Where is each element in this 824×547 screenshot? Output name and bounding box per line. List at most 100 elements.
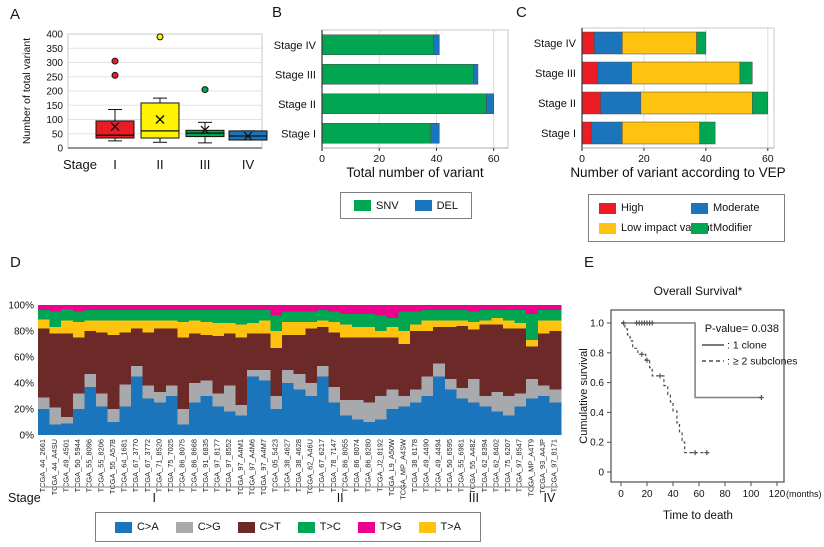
svg-text:Stage III: Stage III	[535, 68, 576, 80]
svg-text:TCGA_71_8520: TCGA_71_8520	[154, 439, 163, 492]
svg-text:0: 0	[598, 468, 604, 479]
svg-text:TCGA_55_A57B: TCGA_55_A57B	[108, 439, 117, 494]
svg-text:TCGA_44_A4SU: TCGA_44_A4SU	[50, 439, 59, 495]
svg-text:TCGA_J2_8192: TCGA_J2_8192	[375, 439, 384, 492]
legend-label: C>G	[197, 521, 221, 533]
svg-text:IV: IV	[543, 491, 555, 505]
svg-text:100: 100	[743, 489, 760, 500]
legend-label: C>T	[259, 521, 281, 533]
svg-text:Stage: Stage	[63, 157, 97, 172]
svg-text:: ≥ 2 subclones: : ≥ 2 subclones	[727, 356, 798, 368]
legend-item: DEL	[414, 199, 459, 212]
svg-text:III: III	[200, 157, 211, 172]
svg-text:TCGA_MP_A4SW: TCGA_MP_A4SW	[398, 439, 407, 500]
svg-text:III: III	[469, 491, 479, 505]
panel-e-label: E	[584, 254, 595, 271]
svg-text:TCGA_62_A46U: TCGA_62_A46U	[306, 439, 315, 494]
svg-text:TCGA_67_6217: TCGA_67_6217	[317, 439, 326, 492]
svg-text:60: 60	[488, 153, 500, 165]
svg-text:TCGA_97_A4M1: TCGA_97_A4M1	[236, 439, 245, 495]
svg-text:TCGA_97_A4M6: TCGA_97_A4M6	[247, 439, 256, 495]
svg-text:80%: 80%	[14, 327, 34, 338]
svg-text:TCGA_86_8280: TCGA_86_8280	[364, 439, 373, 492]
svg-text:TCGA_93_A4JP: TCGA_93_A4JP	[538, 439, 547, 494]
overall-survival-km-chart: Overall Survival* 0 0.2 0.4 0.6 0.8 1.0 0 20 40 60…	[578, 284, 822, 522]
svg-text:TCGA_86_8075: TCGA_86_8075	[178, 439, 187, 492]
legend-label: SNV	[375, 199, 399, 212]
svg-text:0: 0	[319, 153, 325, 165]
legend-label: T>G	[379, 521, 402, 533]
svg-text:TCGA_55_A48Z: TCGA_55_A48Z	[468, 439, 477, 494]
legend-item: C>A	[114, 521, 159, 533]
legend-swatch	[175, 521, 193, 533]
svg-text:TCGA_64_1681: TCGA_64_1681	[120, 439, 129, 492]
panel-b-label: B	[272, 4, 283, 21]
svg-text:200: 200	[46, 87, 63, 98]
legend-swatch	[691, 222, 708, 234]
svg-text:TCGA_38_4628: TCGA_38_4628	[294, 439, 303, 492]
boxplot-total-variant-chart: 0 50 100 150 200 250 300 350 400 Number of total …	[21, 30, 268, 172]
svg-text:II: II	[337, 491, 344, 505]
svg-text:Stage II: Stage II	[278, 99, 316, 111]
svg-text:P-value= 0.038: P-value= 0.038	[705, 323, 779, 335]
legend-swatch	[353, 200, 371, 211]
legend-mutation-types: C>A C>G C>T T>C T>G T>A	[95, 512, 481, 542]
svg-text:Stage IV: Stage IV	[534, 38, 577, 50]
svg-text:TCGA_62_8402: TCGA_62_8402	[491, 439, 500, 492]
svg-text:TCGA_49_4494: TCGA_49_4494	[433, 439, 442, 492]
svg-text:Stage III: Stage III	[275, 69, 316, 81]
stacked-bar-snv-del-chart: Stage IV Stage III Stage II Stage I 0 20 40 60 T…	[274, 29, 509, 180]
svg-text:TCGA_67_3770: TCGA_67_3770	[131, 439, 140, 492]
svg-text:TCGA_38_4627: TCGA_38_4627	[282, 439, 291, 492]
legend-label: Moderate	[713, 202, 760, 214]
svg-text:350: 350	[46, 44, 63, 55]
svg-text:0.6: 0.6	[590, 378, 604, 389]
svg-text:Cumulative survival: Cumulative survival	[578, 348, 590, 443]
svg-text:Number of variant according to: Number of variant according to VEP	[570, 165, 785, 180]
legend-label: DEL	[436, 199, 459, 212]
panel-c-label: C	[516, 4, 527, 21]
svg-text:0: 0	[618, 489, 624, 500]
legend-item: T>C	[297, 521, 341, 533]
svg-text:Number of total variant: Number of total variant	[21, 38, 33, 144]
svg-text:40: 40	[667, 489, 679, 500]
svg-text:Stage: Stage	[8, 491, 41, 505]
svg-text:0: 0	[579, 153, 585, 165]
legend-swatch	[114, 521, 132, 533]
svg-text:40: 40	[431, 153, 443, 165]
svg-text:80: 80	[719, 489, 731, 500]
legend-label: High	[621, 202, 644, 214]
legend-item: High	[599, 202, 691, 214]
legend-label: Low impact variant	[621, 222, 713, 234]
svg-text:TCGA_55_8096: TCGA_55_8096	[85, 439, 94, 492]
svg-text:0: 0	[57, 144, 63, 155]
svg-text:20%: 20%	[14, 405, 34, 416]
svg-text:TCGA_44_2661: TCGA_44_2661	[38, 439, 47, 492]
svg-text:Time to death: Time to death	[663, 510, 733, 522]
legend-item: Moderate	[691, 202, 774, 214]
svg-text:TCGA_86_8055: TCGA_86_8055	[340, 439, 349, 492]
svg-text:TCGA_MP_A4T9: TCGA_MP_A4T9	[526, 439, 535, 497]
svg-text:60%: 60%	[14, 353, 34, 364]
svg-text:1.0: 1.0	[590, 319, 604, 330]
svg-text:TCGA_49_4490: TCGA_49_4490	[422, 439, 431, 492]
svg-text:50: 50	[52, 129, 64, 140]
svg-text:120: 120	[769, 489, 786, 500]
legend-label: C>A	[136, 521, 159, 533]
legend-swatch	[691, 202, 708, 214]
svg-text:TCGA_97_8547: TCGA_97_8547	[515, 439, 524, 492]
legend-item: Low impact variant	[599, 222, 713, 234]
svg-text:0.2: 0.2	[590, 438, 604, 449]
legend-item: C>T	[237, 521, 281, 533]
svg-text:100: 100	[46, 115, 63, 126]
svg-text:TCGA_67_3772: TCGA_67_3772	[143, 439, 152, 492]
svg-text:60: 60	[762, 153, 774, 165]
legend-item: SNV	[353, 199, 399, 212]
svg-text:Stage I: Stage I	[281, 128, 316, 140]
mutation-signature-stacked-chart: 0% 20% 40% 60% 80% 100% TCGA_44_2661 TCGA_44_A4…	[8, 301, 562, 505]
svg-text:: 1 clone: : 1 clone	[727, 340, 767, 352]
svg-text:TCGA_75_7025: TCGA_75_7025	[166, 439, 175, 492]
legend-item: T>G	[357, 521, 402, 533]
svg-text:Stage II: Stage II	[538, 98, 576, 110]
